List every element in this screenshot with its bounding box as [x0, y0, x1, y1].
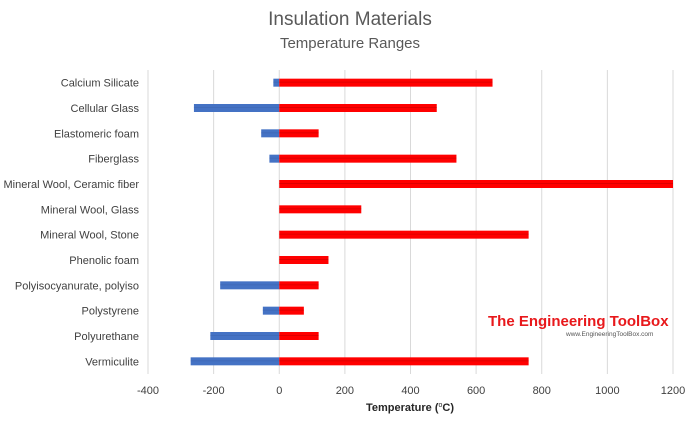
chart-subtitle: Temperature Ranges	[279, 35, 421, 52]
bar-edge	[279, 183, 673, 184]
bar-edge	[210, 335, 280, 336]
bar-edge	[279, 309, 304, 311]
x-tick-label: 200	[336, 385, 354, 397]
chart-title: Insulation Materials	[268, 9, 432, 30]
bar-edge	[279, 259, 329, 260]
category-labels: Calcium Silicate Cellular Glass Elastomeri…	[3, 78, 139, 369]
category-label: Elastomeric foam	[54, 128, 139, 140]
bar-edge	[279, 132, 319, 134]
category-label: Calcium Silicate	[61, 78, 139, 90]
bars	[190, 78, 673, 366]
category-label: Mineral Wool, Ceramic fiber	[3, 179, 139, 191]
bar-edge	[193, 107, 280, 108]
x-tick-labels: -400 -200 0 200 400 600 800 1000 1200	[137, 385, 685, 397]
category-label: Polyisocyanurate, polyiso	[15, 280, 139, 292]
bar-edge	[261, 132, 280, 134]
bar-edge	[279, 208, 362, 210]
watermark-title: The Engineering ToolBox	[488, 313, 669, 330]
category-label: Phenolic foam	[69, 255, 139, 267]
watermark: The Engineering ToolBox www.EngineeringT…	[488, 313, 669, 338]
bar-edge	[279, 360, 529, 362]
x-tick-label: 400	[401, 385, 419, 397]
category-label: Mineral Wool, Glass	[41, 204, 140, 216]
bar-edge	[279, 157, 457, 159]
x-tick-label: 600	[467, 385, 485, 397]
x-tick-label: -400	[137, 385, 159, 397]
x-tick-label: 1000	[595, 385, 619, 397]
category-label: Polystyrene	[82, 306, 139, 318]
gridlines	[147, 70, 674, 374]
bar-edge	[273, 81, 280, 83]
watermark-url: www.EngineeringToolBox.com	[565, 331, 653, 338]
x-tick-label: -200	[203, 385, 225, 397]
category-label: Polyurethane	[74, 331, 139, 343]
bar-edge	[262, 309, 280, 311]
bar-edge	[279, 233, 529, 235]
x-tick-label: 1200	[661, 385, 685, 397]
category-label: Fiberglass	[88, 154, 139, 166]
bar-edge	[220, 284, 280, 286]
x-tick-label: 800	[533, 385, 551, 397]
x-axis-title: Temperature (oC)	[366, 402, 454, 414]
category-label: Mineral Wool, Stone	[40, 230, 139, 242]
bar-edge	[279, 284, 319, 286]
x-tick-label: 0	[276, 385, 282, 397]
bar-edge	[279, 107, 437, 108]
bar-edge	[190, 360, 280, 362]
bar-edge	[279, 335, 319, 336]
bar-edge	[279, 81, 493, 83]
category-label: Vermiculite	[85, 356, 139, 368]
bar-edge	[269, 157, 280, 159]
category-label: Cellular Glass	[71, 103, 140, 115]
